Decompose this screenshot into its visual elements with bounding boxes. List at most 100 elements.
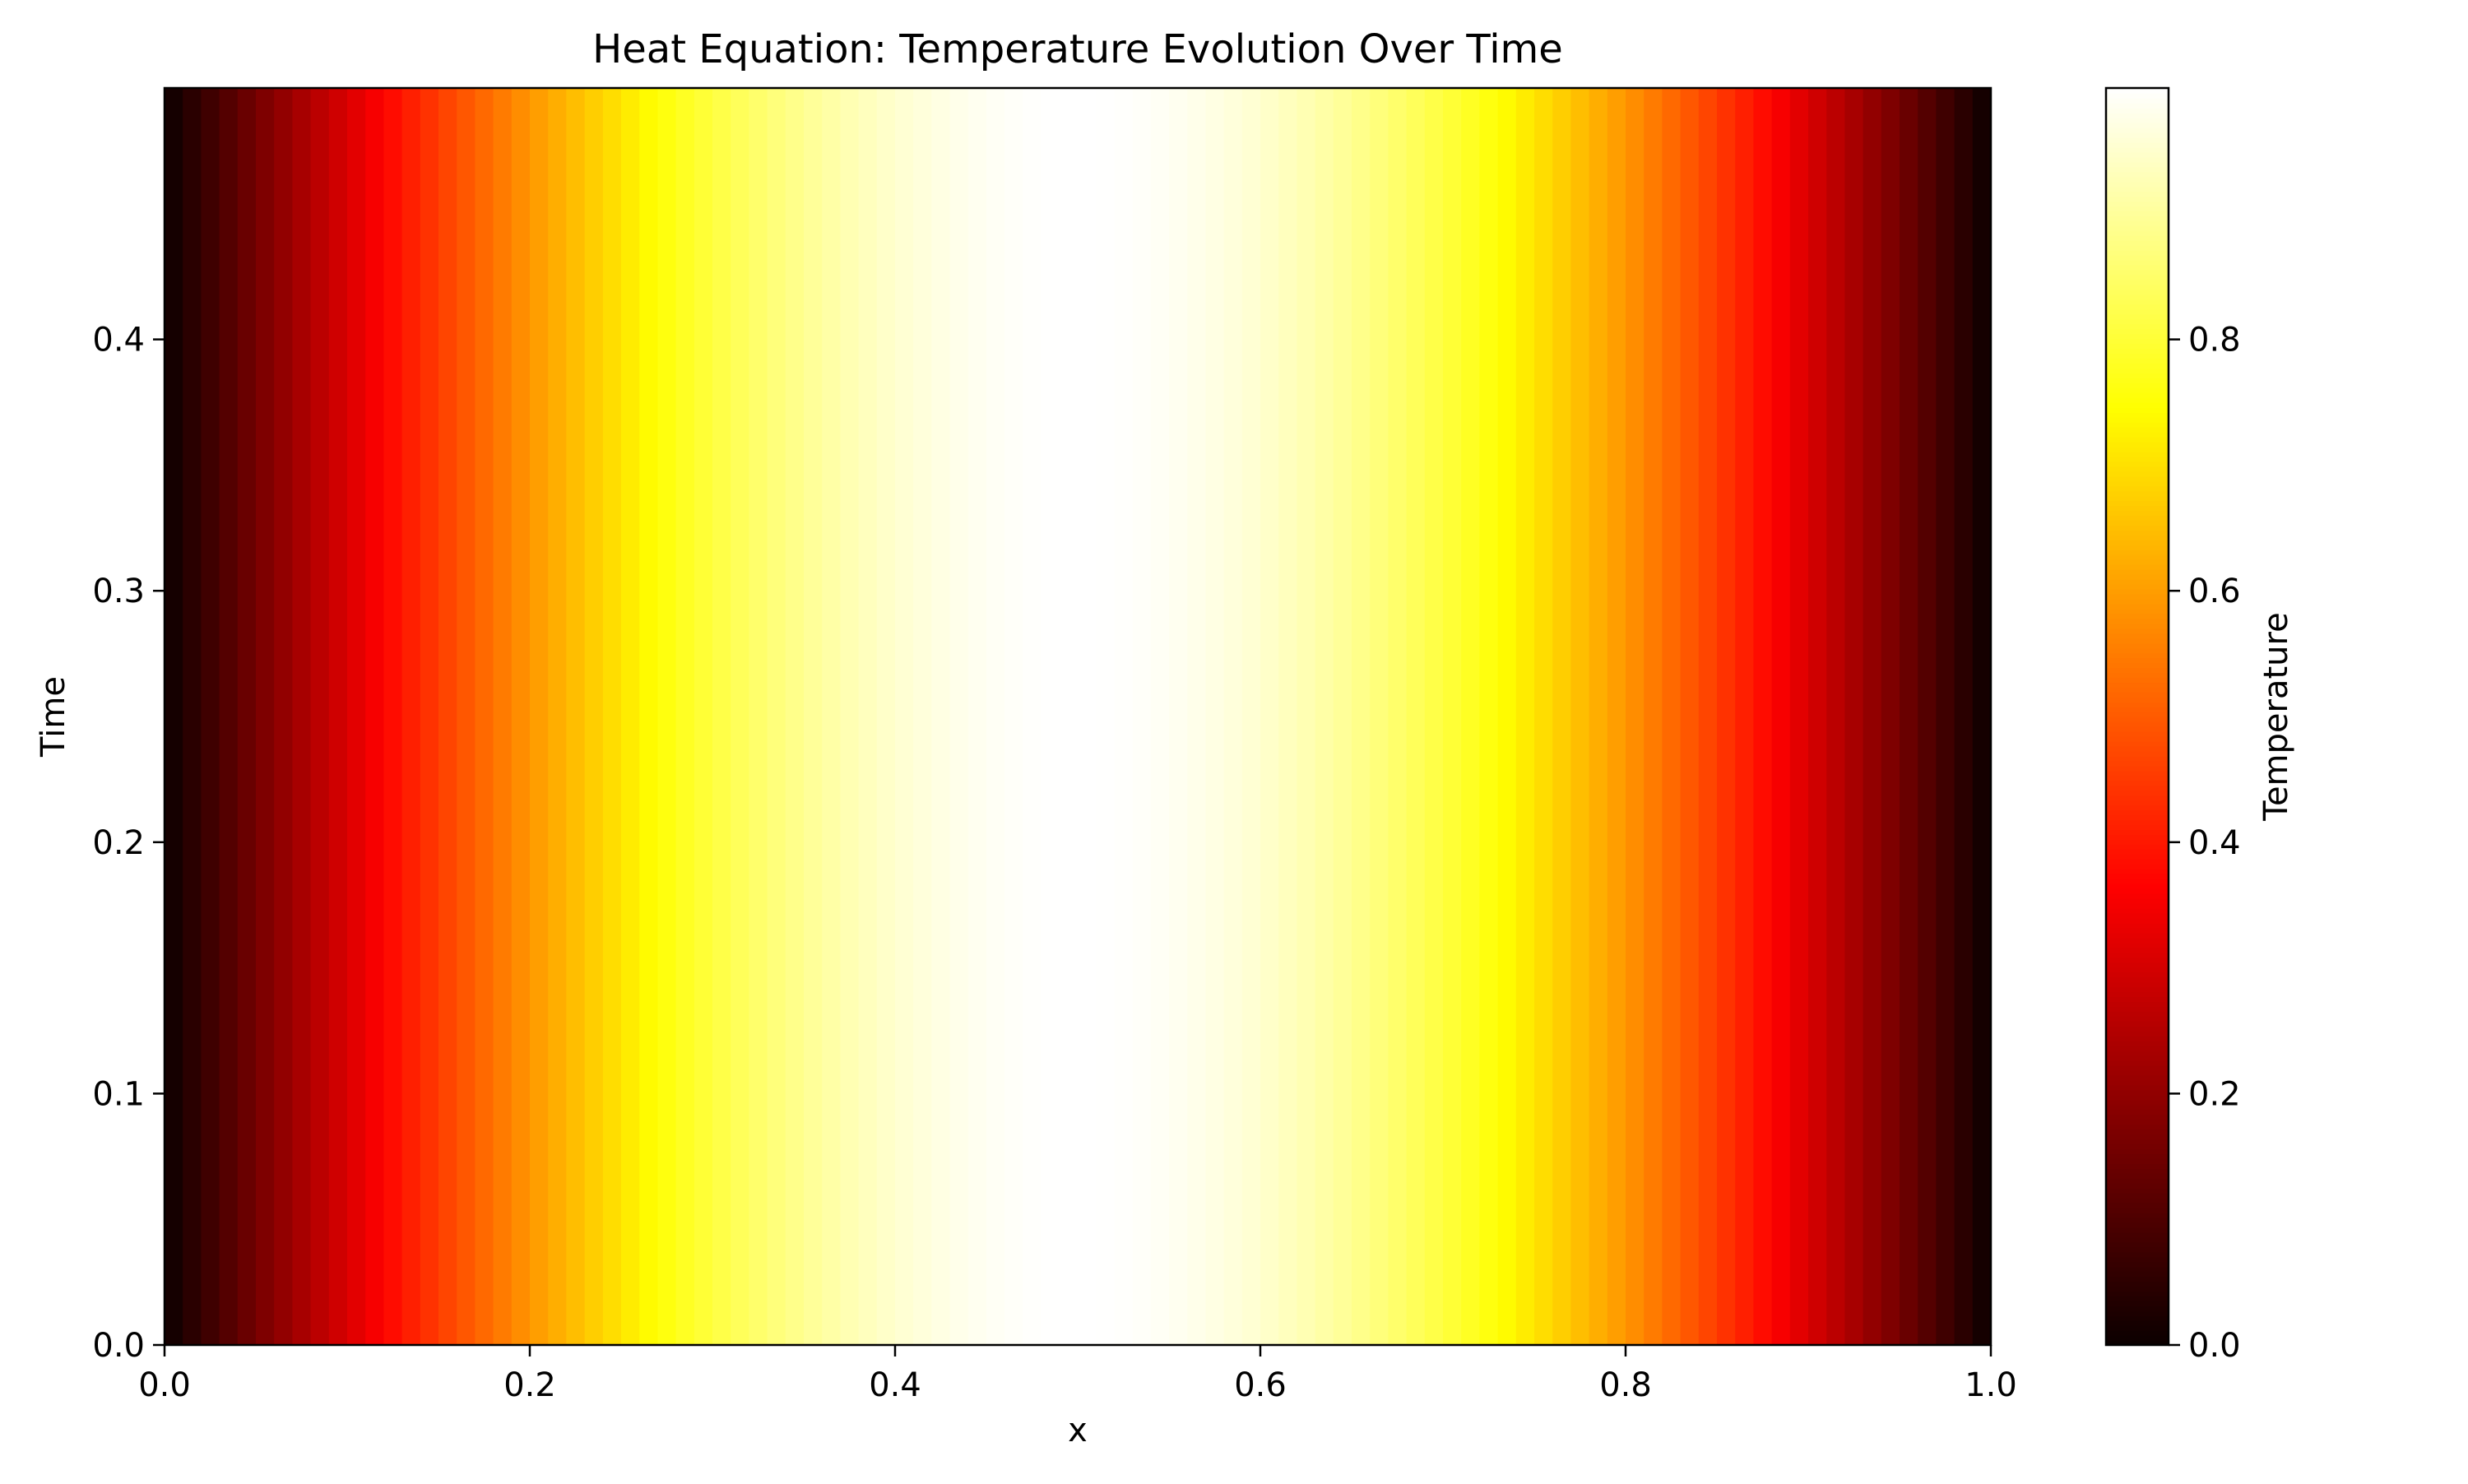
heatmap-cell (913, 88, 933, 1345)
heatmap-cell (1753, 88, 1773, 1345)
heatmap-cell (1644, 88, 1663, 1345)
heatmap-cell (1260, 88, 1279, 1345)
heatmap-cell (1881, 88, 1900, 1345)
colorbar-swatch (2106, 952, 2169, 958)
colorbar-swatch (2106, 480, 2169, 487)
heatmap-cell (165, 88, 183, 1345)
colorbar-swatch (2106, 421, 2169, 428)
heatmap-cell (876, 88, 896, 1345)
heatmap-cell (1023, 88, 1042, 1345)
colorbar-swatch (2106, 922, 2169, 929)
heatmap-cell (1461, 88, 1481, 1345)
colorbar-swatch (2106, 1192, 2169, 1199)
heatmap-cell (347, 88, 366, 1345)
colorbar-swatch (2106, 436, 2169, 443)
heatmap-cell (858, 88, 878, 1345)
colorbar-swatch (2106, 475, 2169, 482)
colorbar-tick-label: 0.0 (2188, 1327, 2241, 1365)
colorbar-swatch (2106, 976, 2169, 983)
colorbar-swatch (2106, 146, 2169, 153)
colorbar-swatch (2106, 343, 2169, 350)
colorbar-swatch (2106, 598, 2169, 605)
colorbar-swatch (2106, 1325, 2169, 1331)
colorbar-swatch (2106, 495, 2169, 502)
colorbar-swatch (2106, 279, 2169, 285)
heatmap-cell (438, 88, 457, 1345)
heatmap-cell (675, 88, 695, 1345)
colorbar-swatch (2106, 1089, 2169, 1096)
chart-title: Heat Equation: Temperature Evolution Ove… (592, 26, 1563, 72)
colorbar-swatch (2106, 117, 2169, 123)
heatmap-cell (822, 88, 842, 1345)
heatmap-cell (475, 88, 494, 1345)
heatmap-cell (1552, 88, 1572, 1345)
colorbar-swatch (2106, 1271, 2169, 1278)
heatmap-cell (1918, 88, 1937, 1345)
colorbar-swatch (2106, 760, 2169, 767)
colorbar-swatch (2106, 141, 2169, 148)
colorbar-swatch (2106, 1236, 2169, 1243)
colorbar-swatch (2106, 1188, 2169, 1194)
colorbar-swatch (2106, 667, 2169, 674)
colorbar-swatch (2106, 1021, 2169, 1027)
heatmap-cell (1662, 88, 1682, 1345)
colorbar-swatch (2106, 525, 2169, 531)
colorbar-swatch (2106, 1104, 2169, 1111)
heatmap-cell (1844, 88, 1864, 1345)
colorbar-swatch (2106, 795, 2169, 801)
y-tick-label: 0.1 (92, 1075, 145, 1113)
colorbar-swatch (2106, 156, 2169, 163)
heatmap-cell (493, 88, 513, 1345)
colorbar-swatch (2106, 1296, 2169, 1302)
colorbar-swatch (2106, 912, 2169, 919)
colorbar-swatch (2106, 942, 2169, 948)
colorbar-tick-label: 0.6 (2188, 573, 2241, 610)
heatmap-cell (401, 88, 421, 1345)
colorbar-swatch (2106, 505, 2169, 512)
heatmap-cell (256, 88, 275, 1345)
colorbar-swatch (2106, 540, 2169, 545)
colorbar-swatch (2106, 1241, 2169, 1248)
colorbar-swatch (2106, 932, 2169, 939)
heatmap-cell (1808, 88, 1827, 1345)
y-tick-label: 0.2 (92, 824, 145, 862)
colorbar-swatch (2106, 662, 2169, 669)
colorbar-swatch (2106, 559, 2169, 565)
colorbar-swatch (2106, 176, 2169, 183)
heatmap-cell (657, 88, 677, 1345)
colorbar-swatch (2106, 254, 2169, 261)
colorbar-swatch (2106, 1026, 2169, 1032)
colorbar-swatch (2106, 573, 2169, 580)
colorbar-swatch (2106, 249, 2169, 256)
colorbar-swatch (2106, 97, 2169, 104)
colorbar-swatch (2106, 151, 2169, 158)
colorbar-swatch (2106, 1197, 2169, 1203)
heatmap-cell (1187, 88, 1207, 1345)
colorbar-swatch (2106, 328, 2169, 335)
x-tick-label: 0.4 (869, 1366, 921, 1404)
colorbar-swatch (2106, 220, 2169, 226)
heatmap-cell (749, 88, 768, 1345)
colorbar-swatch (2106, 1330, 2169, 1336)
colorbar-swatch (2106, 1143, 2169, 1150)
heatmap-cell (767, 88, 786, 1345)
colorbar-swatch (2106, 991, 2169, 998)
colorbar-swatch (2106, 947, 2169, 953)
colorbar-swatch (2106, 1069, 2169, 1076)
colorbar-swatch (2106, 563, 2169, 570)
heatmap-cell (1972, 88, 1992, 1345)
heatmap-cell (949, 88, 969, 1345)
colorbar-swatch (2106, 902, 2169, 909)
heatmap-cell (1771, 88, 1791, 1345)
heatmap-cell (1534, 88, 1553, 1345)
colorbar-swatch (2106, 451, 2169, 457)
heatmap-cell (530, 88, 549, 1345)
colorbar-swatch (2106, 937, 2169, 944)
colorbar-swatch (2106, 603, 2169, 610)
colorbar-label: Temperature (2257, 612, 2295, 821)
colorbar-swatch (2106, 583, 2169, 590)
colorbar-swatch (2106, 1114, 2169, 1120)
colorbar-swatch (2106, 368, 2169, 373)
heatmap-cell (1479, 88, 1499, 1345)
